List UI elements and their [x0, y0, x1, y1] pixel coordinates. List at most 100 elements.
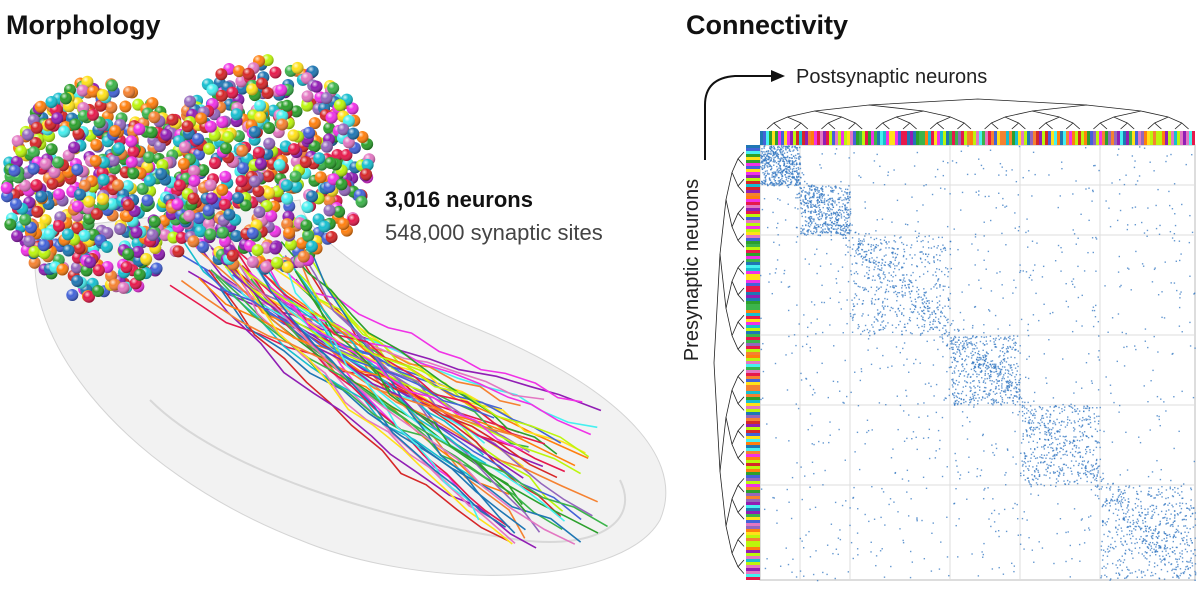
connection [1006, 402, 1009, 404]
connection [959, 311, 962, 314]
connection [1041, 547, 1044, 549]
connection [875, 555, 878, 557]
connection [1062, 474, 1065, 476]
connection [1060, 447, 1063, 450]
connection [1001, 401, 1004, 403]
cell-shade [208, 157, 221, 170]
connection [969, 396, 972, 399]
connection [856, 248, 858, 251]
neurite [236, 268, 513, 545]
connection [1157, 494, 1159, 496]
connection [1031, 279, 1033, 281]
connection [1061, 251, 1063, 253]
connection [1045, 474, 1047, 477]
connection [810, 205, 812, 207]
connection [1043, 474, 1045, 476]
connection [1001, 385, 1003, 387]
connection [843, 227, 846, 229]
connection [1058, 421, 1060, 424]
connection [855, 262, 857, 264]
connection [1078, 424, 1081, 427]
connection [903, 277, 905, 279]
cell-shade [133, 123, 146, 136]
connection [1189, 345, 1192, 347]
connection [796, 180, 798, 182]
connection [809, 346, 812, 349]
connection [791, 571, 793, 573]
connection [857, 243, 859, 246]
connection [924, 265, 926, 268]
connection [937, 308, 939, 311]
connection [1105, 376, 1107, 378]
connection [965, 381, 968, 383]
connection [1044, 460, 1046, 463]
connection [1149, 549, 1152, 551]
connection [995, 443, 997, 445]
connection [807, 233, 809, 236]
connection [861, 242, 863, 245]
connection [1178, 577, 1180, 579]
connection [942, 285, 944, 287]
connection [1153, 566, 1156, 568]
connection [1141, 512, 1143, 514]
connection [937, 429, 940, 432]
connection [989, 335, 992, 337]
connection [832, 191, 834, 193]
connection [1036, 483, 1039, 486]
connection [955, 365, 957, 367]
connection [834, 200, 836, 202]
connection [1102, 472, 1104, 475]
connection [823, 212, 825, 214]
connection [1149, 429, 1151, 431]
connection [1128, 485, 1131, 487]
connection [1170, 153, 1172, 156]
connection [1101, 540, 1103, 543]
connection [1142, 519, 1144, 522]
connection [992, 404, 994, 406]
connection [1141, 553, 1143, 555]
connection [880, 516, 882, 519]
connection [1107, 535, 1109, 538]
connection [1048, 451, 1050, 454]
cell-shade [203, 142, 216, 155]
connection [933, 319, 935, 321]
connection [896, 395, 899, 397]
connection [849, 208, 852, 210]
connection [1139, 527, 1142, 530]
connection [1128, 486, 1130, 489]
connection [1183, 571, 1186, 573]
connection [836, 221, 839, 224]
connection [962, 386, 965, 388]
cell-shade [62, 244, 75, 257]
connection [1070, 422, 1073, 424]
connection [958, 401, 960, 403]
connection [1125, 516, 1127, 518]
connection [1089, 416, 1091, 418]
cell-shade [8, 164, 21, 177]
neurite [177, 232, 489, 491]
connection [992, 498, 994, 500]
connection [1084, 529, 1086, 531]
connection [904, 326, 906, 328]
connection [835, 148, 838, 150]
connection [802, 189, 804, 192]
connection [1081, 467, 1083, 469]
connection [1184, 543, 1186, 545]
cell-shade [204, 228, 217, 241]
connection [866, 266, 868, 268]
connection [946, 225, 949, 228]
cell-shade [205, 192, 218, 205]
connection [1086, 405, 1088, 407]
connection [973, 379, 975, 382]
connection [1176, 546, 1178, 549]
connection [945, 331, 948, 333]
connection [923, 329, 925, 332]
connection [796, 462, 798, 464]
connection [1057, 206, 1059, 209]
connection [861, 264, 863, 266]
connection [989, 363, 992, 366]
cell-shade [23, 235, 36, 248]
connection [1081, 294, 1083, 297]
connection [1065, 531, 1067, 534]
connection [1097, 441, 1099, 443]
